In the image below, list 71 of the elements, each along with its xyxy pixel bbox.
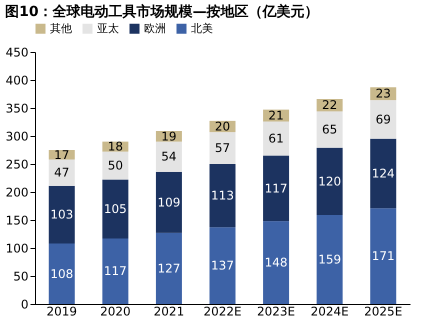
data-label: 148 xyxy=(264,256,288,270)
data-label: 18 xyxy=(108,140,123,154)
data-label: 108 xyxy=(50,266,74,281)
bar xyxy=(263,156,290,222)
bar xyxy=(210,164,236,228)
bar xyxy=(316,214,343,304)
data-label: 113 xyxy=(211,188,234,203)
y-tick-label: 200 xyxy=(6,186,28,200)
legend-label: 亚太 xyxy=(97,22,119,35)
data-label: 124 xyxy=(372,166,395,181)
legend-label: 欧洲 xyxy=(144,22,166,35)
data-label: 117 xyxy=(264,181,288,196)
x-tick-label: 2020 xyxy=(100,304,131,318)
data-label: 120 xyxy=(318,174,342,188)
y-tick-label: 150 xyxy=(6,214,28,228)
y-tick-label: 250 xyxy=(6,158,28,172)
y-tick-label: 350 xyxy=(6,102,28,116)
bar xyxy=(48,244,75,304)
x-tick-label: 2024E xyxy=(310,304,349,318)
data-label: 20 xyxy=(214,119,230,134)
data-label: 171 xyxy=(372,249,395,264)
y-tick-label: 0 xyxy=(20,298,28,312)
data-label: 65 xyxy=(322,122,338,137)
data-label: 23 xyxy=(376,86,391,101)
y-tick-label: 100 xyxy=(6,242,28,256)
bar xyxy=(156,232,182,304)
data-label: 54 xyxy=(161,150,177,164)
bar xyxy=(210,227,236,304)
bar xyxy=(370,100,396,139)
data-label: 22 xyxy=(322,98,338,112)
y-tick-label: 450 xyxy=(6,46,28,60)
bar xyxy=(156,142,182,172)
bar xyxy=(102,180,128,238)
data-label: 50 xyxy=(108,158,123,173)
bar xyxy=(316,148,343,215)
y-tick-label: 300 xyxy=(6,130,28,144)
data-label: 47 xyxy=(54,166,70,180)
x-tick-label: 2021 xyxy=(154,304,184,318)
bar xyxy=(48,186,75,244)
data-label: 105 xyxy=(104,202,127,216)
data-label: 109 xyxy=(157,195,180,210)
x-tick-label: 2019 xyxy=(46,304,78,318)
data-label: 69 xyxy=(376,112,391,126)
data-label: 137 xyxy=(211,258,234,273)
bar xyxy=(210,132,236,164)
chart-title: 图10：全球电动工具市场规模—按地区（亿美元） xyxy=(5,3,319,20)
legend-label: 其他 xyxy=(50,22,72,35)
y-tick-label: 400 xyxy=(6,74,28,88)
data-label: 117 xyxy=(104,264,127,278)
data-label: 19 xyxy=(161,129,177,144)
bar xyxy=(48,160,75,186)
data-label: 103 xyxy=(50,208,74,222)
legend-label: 北美 xyxy=(191,22,213,35)
data-label: 21 xyxy=(268,108,284,123)
bar xyxy=(316,111,343,148)
data-label: 17 xyxy=(54,148,70,162)
data-label: 57 xyxy=(214,141,230,156)
data-label: 159 xyxy=(318,252,342,266)
bar xyxy=(102,238,128,304)
bar xyxy=(102,152,128,180)
x-tick-label: 2023E xyxy=(257,304,296,318)
x-tick-label: 2022E xyxy=(203,304,242,318)
bar xyxy=(156,172,182,233)
y-tick-label: 50 xyxy=(13,270,28,284)
data-label: 61 xyxy=(268,132,284,146)
x-tick-label: 2025E xyxy=(364,304,402,318)
bar xyxy=(370,138,396,208)
data-label: 127 xyxy=(157,261,180,276)
bar xyxy=(263,221,290,304)
bar xyxy=(370,208,396,304)
bar xyxy=(263,121,290,156)
